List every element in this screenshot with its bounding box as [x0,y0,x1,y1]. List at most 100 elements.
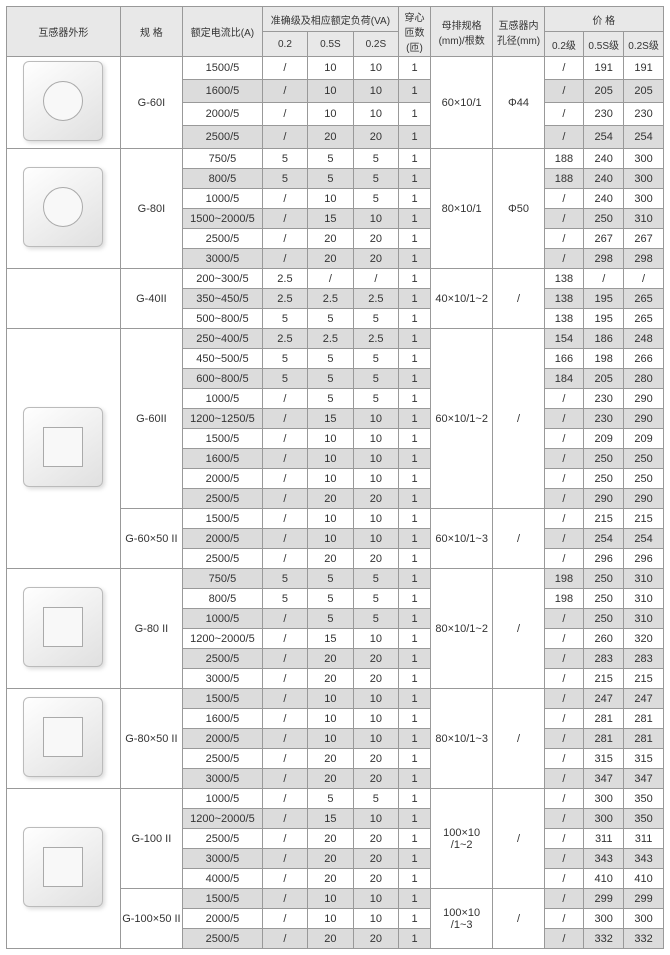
price-cell: / [544,889,584,909]
data-cell: 1 [399,809,431,829]
ratio-cell: 3000/5 [183,669,263,689]
hole-cell: / [493,569,544,689]
price-cell: / [544,489,584,509]
busbar-cell: 60×10/1 [430,57,493,149]
ct-image-cell [7,569,121,689]
data-cell: 1 [399,80,431,103]
data-cell: 1 [399,469,431,489]
price-cell: 332 [584,929,624,949]
ratio-cell: 2000/5 [183,529,263,549]
data-cell: 15 [308,409,353,429]
price-cell: 332 [624,929,664,949]
ratio-cell: 1600/5 [183,449,263,469]
ratio-cell: 1500/5 [183,889,263,909]
price-cell: / [544,189,584,209]
data-cell: 1 [399,689,431,709]
price-cell: / [544,709,584,729]
price-cell: 186 [584,329,624,349]
price-cell: / [544,103,584,126]
price-cell: 311 [624,829,664,849]
hole-cell: / [493,269,544,329]
price-cell: 138 [544,289,584,309]
ratio-cell: 2000/5 [183,909,263,929]
ratio-cell: 2500/5 [183,549,263,569]
data-cell: 10 [308,509,353,529]
price-cell: / [544,549,584,569]
data-cell: 20 [353,929,398,949]
price-cell: 300 [584,809,624,829]
ratio-cell: 1000/5 [183,609,263,629]
data-cell: 1 [399,57,431,80]
price-cell: 250 [584,209,624,229]
data-cell: 5 [308,309,353,329]
price-cell: 198 [584,349,624,369]
data-cell: 20 [308,249,353,269]
busbar-cell: 40×10/1~2 [430,269,493,329]
price-cell: 350 [624,789,664,809]
ct-image-square [23,827,103,907]
table-row: G-100 II1000/5/551100×10 /1~2//300350 [7,789,664,809]
price-cell: 250 [584,589,624,609]
data-cell: / [262,689,307,709]
data-cell: / [353,269,398,289]
data-cell: / [262,529,307,549]
ratio-cell: 750/5 [183,569,263,589]
price-cell: / [544,249,584,269]
data-cell: 10 [308,103,353,126]
data-cell: 5 [353,169,398,189]
price-cell: 283 [624,649,664,669]
price-cell: 205 [584,369,624,389]
data-cell: 20 [308,549,353,569]
price-cell: 300 [624,909,664,929]
data-cell: 1 [399,769,431,789]
data-cell: 5 [308,389,353,409]
ct-image-square [23,407,103,487]
data-cell: 20 [308,669,353,689]
price-cell: 343 [584,849,624,869]
price-cell: 281 [584,729,624,749]
data-cell: 20 [308,489,353,509]
data-cell: / [262,829,307,849]
price-cell: 290 [624,389,664,409]
data-cell: 10 [308,57,353,80]
price-cell: 240 [584,149,624,169]
data-cell: / [262,869,307,889]
price-cell: / [544,789,584,809]
data-cell: / [262,449,307,469]
data-cell: 5 [353,569,398,589]
data-cell: 1 [399,409,431,429]
hdr-ratio: 额定电流比(A) [183,7,263,57]
price-cell: / [544,126,584,149]
ratio-cell: 1200~1250/5 [183,409,263,429]
price-cell: 138 [544,309,584,329]
price-cell: 254 [584,126,624,149]
price-cell: 250 [584,569,624,589]
data-cell: 5 [262,149,307,169]
data-cell: 1 [399,369,431,389]
data-cell: 5 [308,369,353,389]
data-cell: 5 [308,149,353,169]
price-cell: 205 [584,80,624,103]
price-cell: 296 [624,549,664,569]
data-cell: 1 [399,329,431,349]
data-cell: / [262,709,307,729]
data-cell: 10 [308,429,353,449]
data-cell: 1 [399,309,431,329]
ratio-cell: 2500/5 [183,829,263,849]
spec-cell: G-80×50 II [120,689,183,789]
price-cell: 188 [544,149,584,169]
ct-image-cell [7,789,121,949]
data-cell: / [262,789,307,809]
ct-image-square [23,697,103,777]
ratio-cell: 1500/5 [183,429,263,449]
price-cell: 240 [584,189,624,209]
table-row: G-80 II750/5555180×10/1~2/198250310 [7,569,664,589]
data-cell: / [262,249,307,269]
data-cell: 20 [308,229,353,249]
busbar-cell: 100×10 /1~2 [430,789,493,889]
hole-cell: / [493,509,544,569]
price-cell: 250 [624,449,664,469]
price-cell: 260 [584,629,624,649]
ratio-cell: 2500/5 [183,126,263,149]
data-cell: 1 [399,889,431,909]
